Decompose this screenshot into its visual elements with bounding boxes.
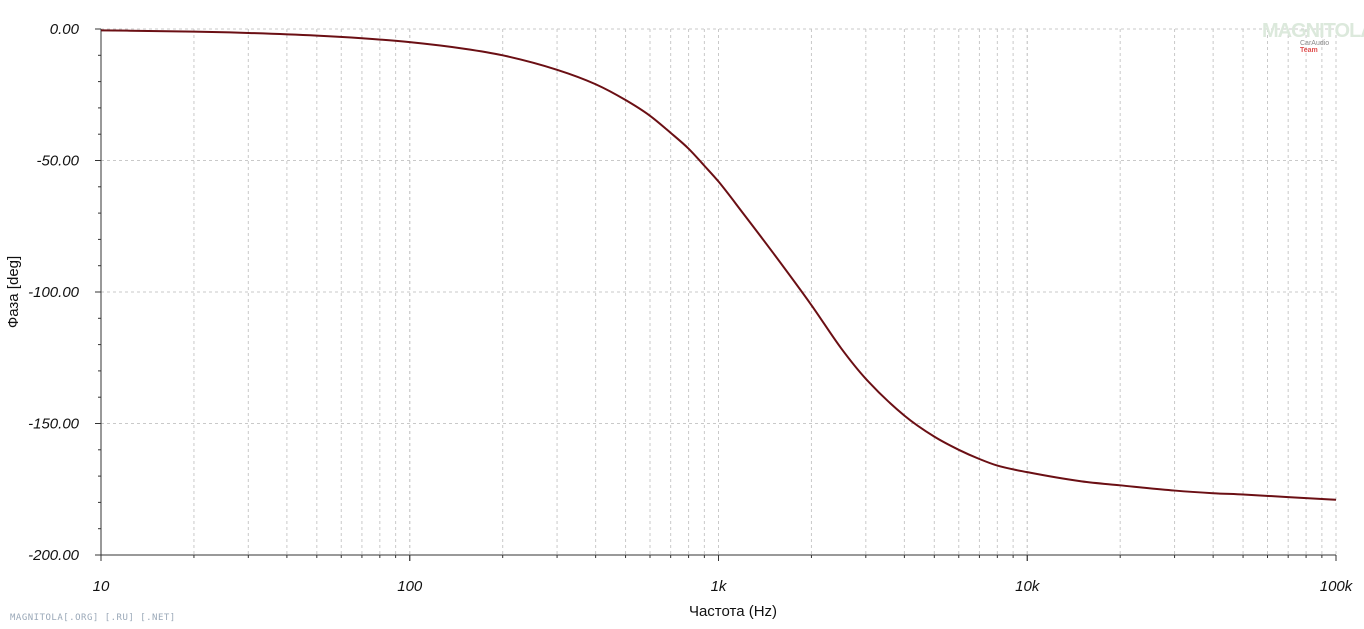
y-tick-label: -100.00 (28, 284, 80, 301)
y-tick-label: -150.00 (28, 416, 80, 433)
watermark-main: MAGNITOLA (1262, 20, 1364, 42)
tick-labels: 0.00 -50.00 -100.00 -150.00 -200.00 10 100 1k 10… (28, 21, 1354, 595)
x-axis-label: Частота (Hz) (689, 603, 777, 620)
x-tick-label: 1k (711, 578, 728, 595)
x-tick-label: 10k (1015, 578, 1041, 595)
series-layer (100, 29, 1337, 501)
grid (101, 28, 1337, 555)
x-tick-label: 100k (1320, 578, 1354, 595)
y-tick-label: 0.00 (50, 21, 80, 38)
footer-watermark: MAGNITOLA[.ORG] [.RU] [.NET] (10, 613, 176, 623)
series-line-phase (100, 29, 1337, 501)
x-tick-label: 100 (397, 578, 423, 595)
y-tick-label: -200.00 (28, 547, 80, 564)
x-tick-label: 10 (93, 578, 110, 595)
y-tick-label: -50.00 (36, 153, 79, 170)
watermark-logo: MAGNITOLA CarAudio Team (1262, 20, 1364, 54)
y-axis-label: Фаза [deg] (5, 256, 22, 328)
watermark-sub: CarAudio Team (1300, 40, 1330, 54)
axes (95, 28, 1337, 561)
